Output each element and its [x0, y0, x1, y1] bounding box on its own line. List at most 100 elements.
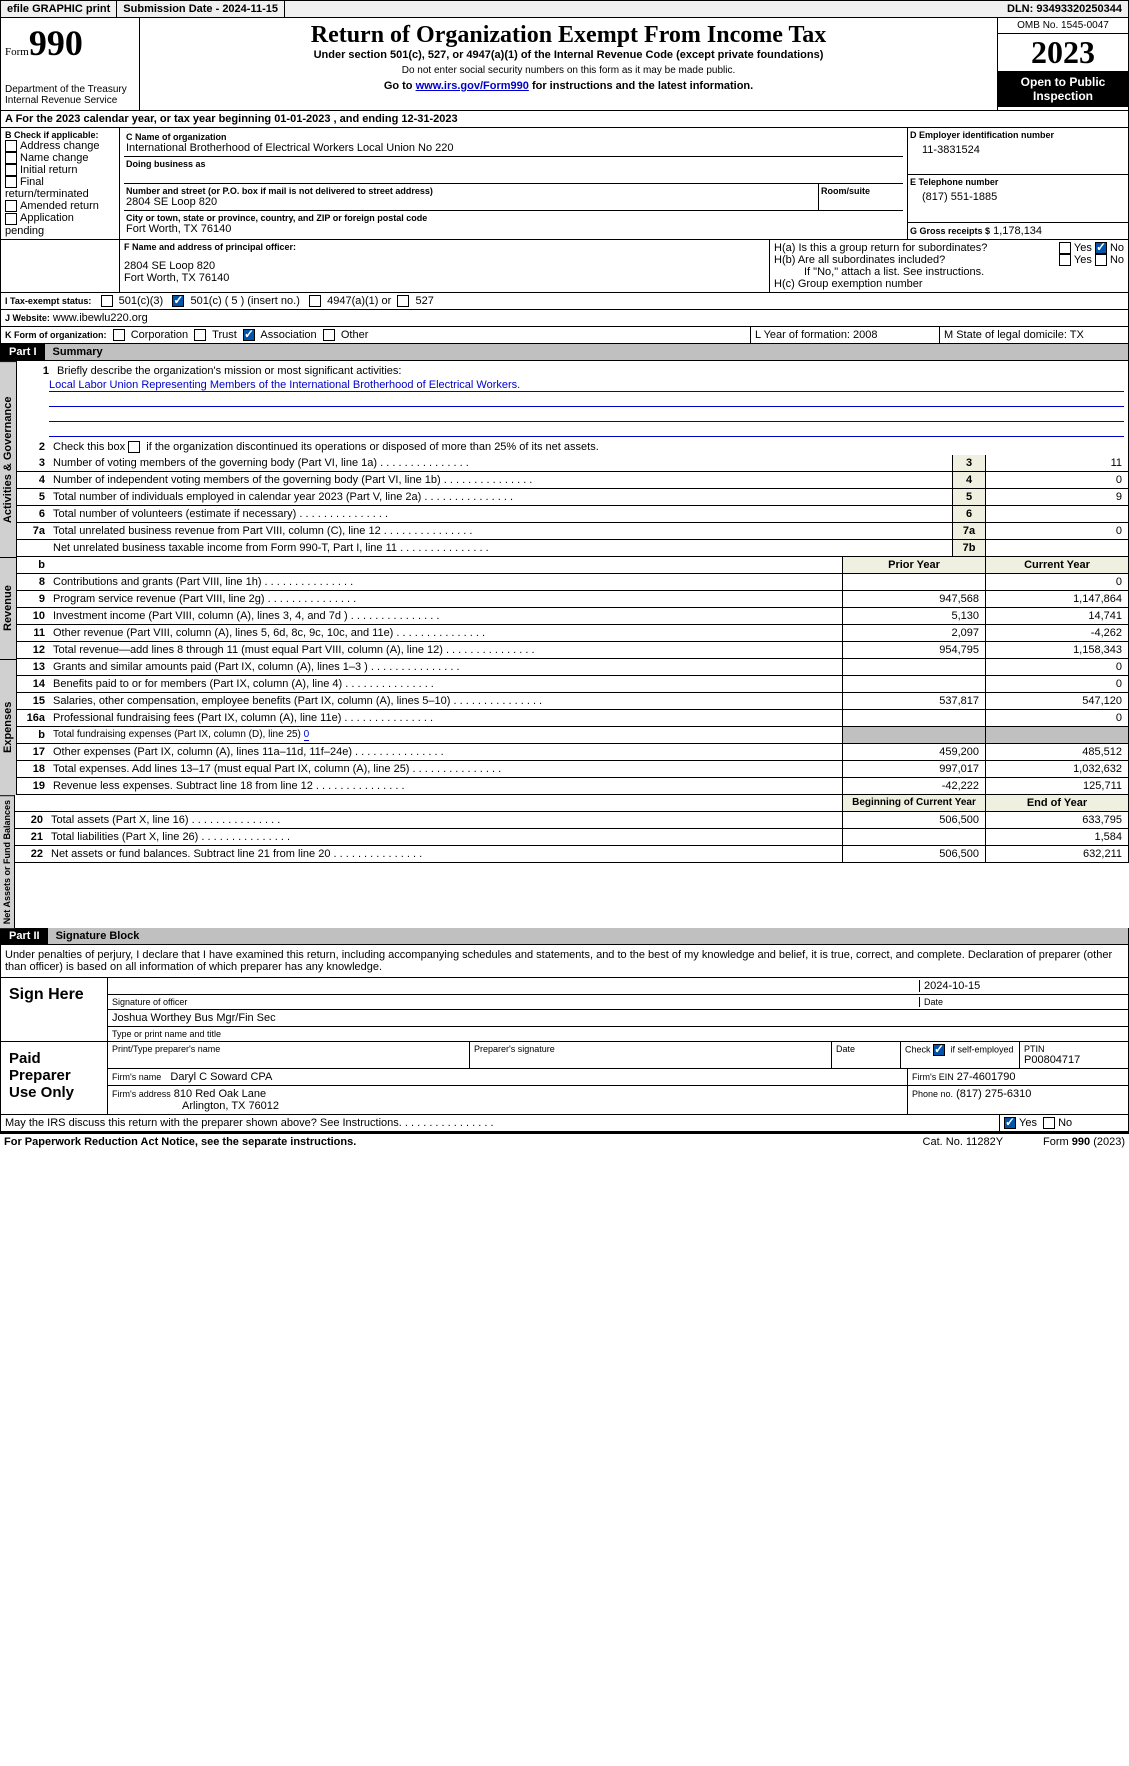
line10-current: 14,741	[985, 608, 1128, 624]
line10-text: Investment income (Part VIII, column (A)…	[49, 608, 842, 624]
line21-text: Total liabilities (Part X, line 26)	[47, 829, 842, 845]
line7a-box: 7a	[952, 523, 985, 539]
ein: 11-3831524	[910, 140, 1126, 160]
form-label: Form	[5, 46, 29, 58]
line7a-value: 0	[985, 523, 1128, 539]
sig-officer-label: Signature of officer	[112, 997, 919, 1007]
cb-501c3[interactable]	[101, 295, 113, 307]
line8-text: Contributions and grants (Part VIII, lin…	[49, 574, 842, 590]
line11-current: -4,262	[985, 625, 1128, 641]
cb-name-change[interactable]: Name change	[5, 152, 115, 164]
cb-initial-return[interactable]: Initial return	[5, 164, 115, 176]
cb-501c[interactable]	[172, 295, 184, 307]
section-f-label: F Name and address of principal officer:	[124, 242, 765, 252]
line14-prior	[842, 676, 985, 692]
tab-governance: Activities & Governance	[0, 361, 17, 557]
form-title: Return of Organization Exempt From Incom…	[144, 22, 993, 49]
part1-header: Part I	[1, 344, 45, 360]
part1-title: Summary	[45, 344, 1128, 360]
city-state-zip: Fort Worth, TX 76140	[126, 223, 901, 235]
ptin-label: PTIN	[1024, 1044, 1124, 1054]
date-label: Date	[919, 997, 1124, 1007]
line15-text: Salaries, other compensation, employee b…	[49, 693, 842, 709]
room-label: Room/suite	[821, 186, 901, 196]
line19-current: 125,711	[985, 778, 1128, 794]
col-prior: Prior Year	[842, 557, 985, 573]
discuss-question: May the IRS discuss this return with the…	[5, 1117, 402, 1129]
cb-final-return[interactable]: Final return/terminated	[5, 176, 115, 200]
line11-prior: 2,097	[842, 625, 985, 641]
form-footer: Form 990 (2023)	[1043, 1136, 1125, 1148]
line12-current: 1,158,343	[985, 642, 1128, 658]
cb-discuss-no[interactable]	[1043, 1117, 1055, 1129]
line4-text: Number of independent voting members of …	[49, 472, 952, 488]
section-i-label: I Tax-exempt status:	[5, 296, 91, 306]
line13-text: Grants and similar amounts paid (Part IX…	[49, 659, 842, 675]
cb-4947[interactable]	[309, 295, 321, 307]
line14-text: Benefits paid to or for members (Part IX…	[49, 676, 842, 692]
section-ha: H(a) Is this a group return for subordin…	[774, 242, 1059, 254]
line12-text: Total revenue—add lines 8 through 11 (mu…	[49, 642, 842, 658]
cb-assoc[interactable]	[243, 329, 255, 341]
section-l: L Year of formation: 2008	[751, 327, 940, 343]
cb-ha-no[interactable]	[1095, 242, 1107, 254]
officer-addr2: Fort Worth, TX 76140	[124, 272, 765, 284]
cb-discontinued[interactable]	[128, 441, 140, 453]
cb-application-pending[interactable]: Application pending	[5, 212, 115, 236]
firm-addr2: Arlington, TX 76012	[182, 1100, 279, 1112]
line20-prior: 506,500	[842, 812, 985, 828]
line19-prior: -42,222	[842, 778, 985, 794]
section-c-name-label: C Name of organization	[126, 132, 901, 142]
section-a: A For the 2023 calendar year, or tax yea…	[1, 111, 1128, 127]
subtitle-2: Do not enter social security numbers on …	[144, 65, 993, 76]
cb-ha-yes[interactable]	[1059, 242, 1071, 254]
line8-prior	[842, 574, 985, 590]
irs-link[interactable]: www.irs.gov/Form990	[416, 80, 529, 92]
line16a-current: 0	[985, 710, 1128, 726]
line3-box: 3	[952, 455, 985, 471]
form-number: 990	[29, 23, 83, 63]
top-bar: efile GRAPHIC print Submission Date - 20…	[0, 0, 1129, 18]
line18-current: 1,032,632	[985, 761, 1128, 777]
section-b-label: B Check if applicable:	[5, 130, 115, 140]
line5-value: 9	[985, 489, 1128, 505]
line5-text: Total number of individuals employed in …	[49, 489, 952, 505]
line9-text: Program service revenue (Part VIII, line…	[49, 591, 842, 607]
cb-discuss-yes[interactable]	[1004, 1117, 1016, 1129]
line22-text: Net assets or fund balances. Subtract li…	[47, 846, 842, 862]
section-d-label: D Employer identification number	[910, 130, 1126, 140]
part2-header: Part II	[1, 928, 48, 944]
cb-other[interactable]	[323, 329, 335, 341]
section-hb: H(b) Are all subordinates included?	[774, 254, 1059, 266]
line20-text: Total assets (Part X, line 16)	[47, 812, 842, 828]
col-end: End of Year	[985, 795, 1128, 811]
section-m: M State of legal domicile: TX	[940, 327, 1128, 343]
line7b-text: Net unrelated business taxable income fr…	[49, 540, 952, 556]
officer-addr1: 2804 SE Loop 820	[124, 260, 765, 272]
form-header: Form990 Department of the Treasury Inter…	[0, 18, 1129, 111]
cb-hb-no[interactable]	[1095, 254, 1107, 266]
col-begin: Beginning of Current Year	[842, 795, 985, 811]
line13-current: 0	[985, 659, 1128, 675]
tab-net-assets: Net Assets or Fund Balances	[0, 795, 15, 928]
cb-address-change[interactable]: Address change	[5, 140, 115, 152]
efile-label[interactable]: efile GRAPHIC print	[1, 1, 117, 17]
line12-prior: 954,795	[842, 642, 985, 658]
line6-box: 6	[952, 506, 985, 522]
cb-527[interactable]	[397, 295, 409, 307]
line1-label: Briefly describe the organization's miss…	[53, 363, 1124, 379]
cb-trust[interactable]	[194, 329, 206, 341]
prep-name-label: Print/Type preparer's name	[108, 1042, 470, 1069]
cb-self-employed[interactable]	[933, 1044, 945, 1056]
line2: Check this box if the organization disco…	[49, 439, 1128, 455]
cb-hb-yes[interactable]	[1059, 254, 1071, 266]
line18-text: Total expenses. Add lines 13–17 (must eq…	[49, 761, 842, 777]
cb-corp[interactable]	[113, 329, 125, 341]
line6-value	[985, 506, 1128, 522]
line9-prior: 947,568	[842, 591, 985, 607]
cb-amended-return[interactable]: Amended return	[5, 200, 115, 212]
type-name-label: Type or print name and title	[108, 1027, 1128, 1041]
website: www.ibewlu220.org	[53, 312, 148, 324]
line19-text: Revenue less expenses. Subtract line 18 …	[49, 778, 842, 794]
prep-date-label: Date	[832, 1042, 901, 1069]
